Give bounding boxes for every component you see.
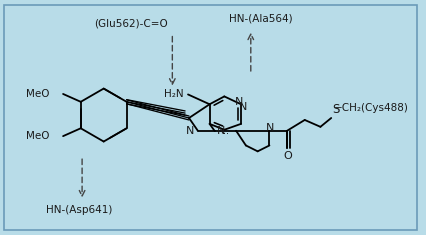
Text: −CH₂(Cys488): −CH₂(Cys488) bbox=[334, 103, 408, 113]
Text: (Glu562)-C=O: (Glu562)-C=O bbox=[94, 19, 167, 29]
Text: O: O bbox=[283, 151, 292, 161]
Text: HN-(Asp641): HN-(Asp641) bbox=[46, 205, 112, 215]
Text: N: N bbox=[216, 126, 225, 136]
Text: N: N bbox=[185, 126, 193, 136]
Text: HN-(Ala564): HN-(Ala564) bbox=[228, 14, 292, 24]
Text: MeO: MeO bbox=[26, 131, 49, 141]
Text: N: N bbox=[238, 102, 247, 112]
Text: H₂N: H₂N bbox=[164, 90, 184, 99]
Text: MeO: MeO bbox=[26, 89, 49, 99]
Text: N: N bbox=[234, 97, 243, 107]
Text: ..: .. bbox=[223, 126, 229, 136]
Text: N: N bbox=[265, 123, 274, 133]
Text: S: S bbox=[331, 103, 339, 116]
